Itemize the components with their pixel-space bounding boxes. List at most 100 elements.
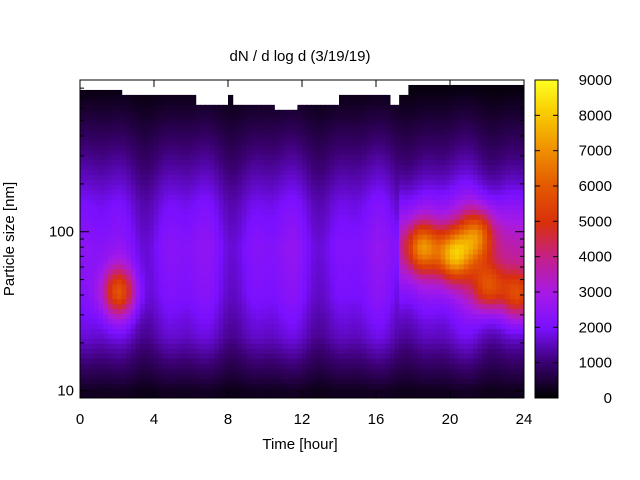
heatmap-cell [163, 99, 169, 106]
heatmap-cell [376, 263, 382, 270]
heatmap-cell [339, 318, 345, 325]
heatmap-cell [320, 253, 326, 260]
heatmap-cell [417, 224, 423, 230]
heatmap-cell [158, 99, 164, 106]
heatmap-cell [89, 189, 95, 195]
heatmap-cell [200, 343, 206, 349]
heatmap-cell [339, 169, 345, 176]
heatmap-cell [228, 368, 234, 374]
heatmap-cell [126, 328, 132, 335]
heatmap-cell [311, 378, 317, 384]
heatmap-cell [297, 209, 303, 215]
heatmap-cell [167, 333, 174, 339]
heatmap-cell [107, 209, 113, 215]
heatmap-cell [380, 253, 386, 260]
heatmap-cell [408, 129, 414, 136]
heatmap-cell [348, 109, 354, 116]
heatmap-cell [394, 368, 400, 374]
heatmap-cell [376, 328, 382, 335]
heatmap-cell [228, 229, 234, 235]
heatmap-cell [339, 348, 345, 354]
heatmap-cell [246, 288, 252, 295]
heatmap-cell [130, 383, 137, 389]
heatmap-cell [362, 149, 368, 156]
heatmap-cell [376, 124, 382, 131]
heatmap-cell [454, 224, 460, 230]
heatmap-cell [158, 343, 164, 349]
heatmap-cell [302, 104, 308, 111]
heatmap-cell [260, 144, 266, 151]
heatmap-cell [117, 179, 123, 185]
heatmap-cell [454, 308, 460, 315]
heatmap-cell [218, 224, 224, 230]
heatmap-cell [399, 139, 405, 146]
heatmap-cell [112, 278, 118, 285]
heatmap-cell [352, 119, 359, 126]
heatmap-cell [329, 333, 335, 339]
heatmap-cell [306, 129, 312, 136]
heatmap-cell [385, 313, 391, 320]
heatmap-cell [117, 358, 123, 364]
heatmap-cell [292, 333, 298, 339]
heatmap-cell [413, 119, 419, 126]
heatmap-cell [385, 268, 391, 275]
heatmap-cell [366, 229, 372, 235]
heatmap-cell [431, 393, 437, 398]
heatmap-cell [265, 209, 271, 215]
heatmap-cell [371, 114, 377, 121]
heatmap-cell [237, 104, 243, 111]
heatmap-cell [260, 248, 266, 255]
heatmap-cell [339, 253, 345, 260]
heatmap-cell [186, 303, 192, 310]
heatmap-cell [223, 273, 229, 280]
heatmap-cell [158, 109, 164, 116]
heatmap-cell [292, 144, 298, 151]
heatmap-cell [389, 179, 396, 185]
heatmap-cell [214, 129, 220, 136]
heatmap-cell [191, 164, 197, 171]
heatmap-cell [200, 278, 206, 285]
heatmap-cell [218, 174, 224, 180]
heatmap-cell [121, 248, 127, 255]
heatmap-cell [385, 303, 391, 310]
heatmap-cell [223, 268, 229, 275]
heatmap-cell [348, 363, 354, 369]
heatmap-cell [417, 328, 423, 335]
heatmap-cell [163, 169, 169, 176]
heatmap-cell [98, 268, 104, 275]
heatmap-cell [167, 109, 174, 116]
heatmap-cell [380, 139, 386, 146]
heatmap-cell [260, 154, 266, 161]
heatmap-cell [315, 363, 322, 369]
heatmap-cell [117, 144, 123, 151]
heatmap-cell [186, 373, 192, 379]
heatmap-cell [325, 318, 331, 325]
heatmap-cell [246, 159, 252, 166]
heatmap-cell [389, 184, 396, 190]
heatmap-cell [413, 328, 419, 335]
heatmap-cell [214, 268, 220, 275]
heatmap-cell [440, 243, 446, 250]
heatmap-cell [218, 353, 224, 359]
heatmap-cell [431, 169, 437, 176]
heatmap-cell [436, 263, 442, 270]
heatmap-cell [403, 363, 409, 369]
heatmap-cell [348, 388, 354, 394]
heatmap-cell [265, 273, 271, 280]
heatmap-cell [181, 243, 187, 250]
heatmap-cell [191, 253, 197, 260]
heatmap-cell [357, 273, 363, 280]
heatmap-cell [167, 174, 174, 180]
heatmap-cell [269, 114, 275, 121]
heatmap-cell [306, 353, 312, 359]
heatmap-cell [352, 253, 359, 260]
heatmap-cell [320, 263, 326, 270]
heatmap-cell [144, 308, 150, 315]
heatmap-cell [186, 273, 192, 280]
heatmap-cell [278, 333, 285, 339]
heatmap-cell [93, 144, 100, 151]
heatmap-cell [352, 383, 359, 389]
heatmap-cell [191, 194, 197, 200]
heatmap-cell [228, 338, 234, 344]
heatmap-cell [422, 159, 428, 166]
